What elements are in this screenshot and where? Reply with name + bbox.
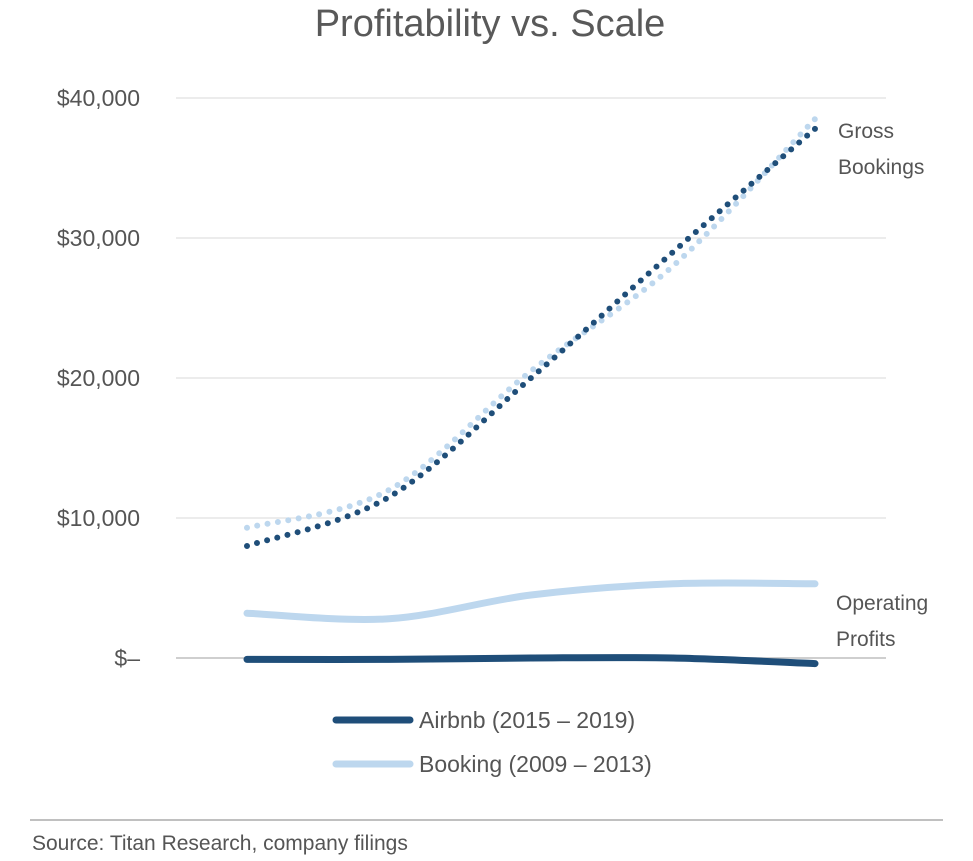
series-line-airbnb-operating-profits	[243, 654, 819, 668]
annotation-operating-profits-line1: Operating	[836, 592, 928, 615]
series-group	[243, 116, 819, 668]
y-axis-ticks: $40,000 $30,000 $20,000 $10,000 $–	[57, 85, 140, 671]
source-note: Source: Titan Research, company filings	[32, 832, 408, 855]
annotation-gross-bookings-line1: Gross	[838, 120, 894, 143]
y-tick-label: $40,000	[57, 85, 140, 111]
legend: Airbnb (2015 – 2019) Booking (2009 – 201…	[332, 707, 652, 777]
y-tick-label: $30,000	[57, 225, 140, 251]
y-tick-label: $20,000	[57, 365, 140, 391]
y-tick-label: $–	[114, 645, 140, 671]
y-tick-label: $10,000	[57, 505, 140, 531]
legend-label-booking: Booking (2009 – 2013)	[419, 751, 652, 777]
legend-label-airbnb: Airbnb (2015 – 2019)	[419, 707, 635, 733]
series-line-booking-operating-profits	[243, 579, 819, 624]
annotation-gross-bookings-line2: Bookings	[838, 156, 924, 179]
chart-title: Profitability vs. Scale	[315, 3, 666, 45]
annotation-operating-profits-line2: Profits	[836, 628, 896, 651]
series-line-booking-gross-bookings	[244, 116, 818, 531]
series-line-airbnb-gross-bookings	[244, 125, 818, 549]
